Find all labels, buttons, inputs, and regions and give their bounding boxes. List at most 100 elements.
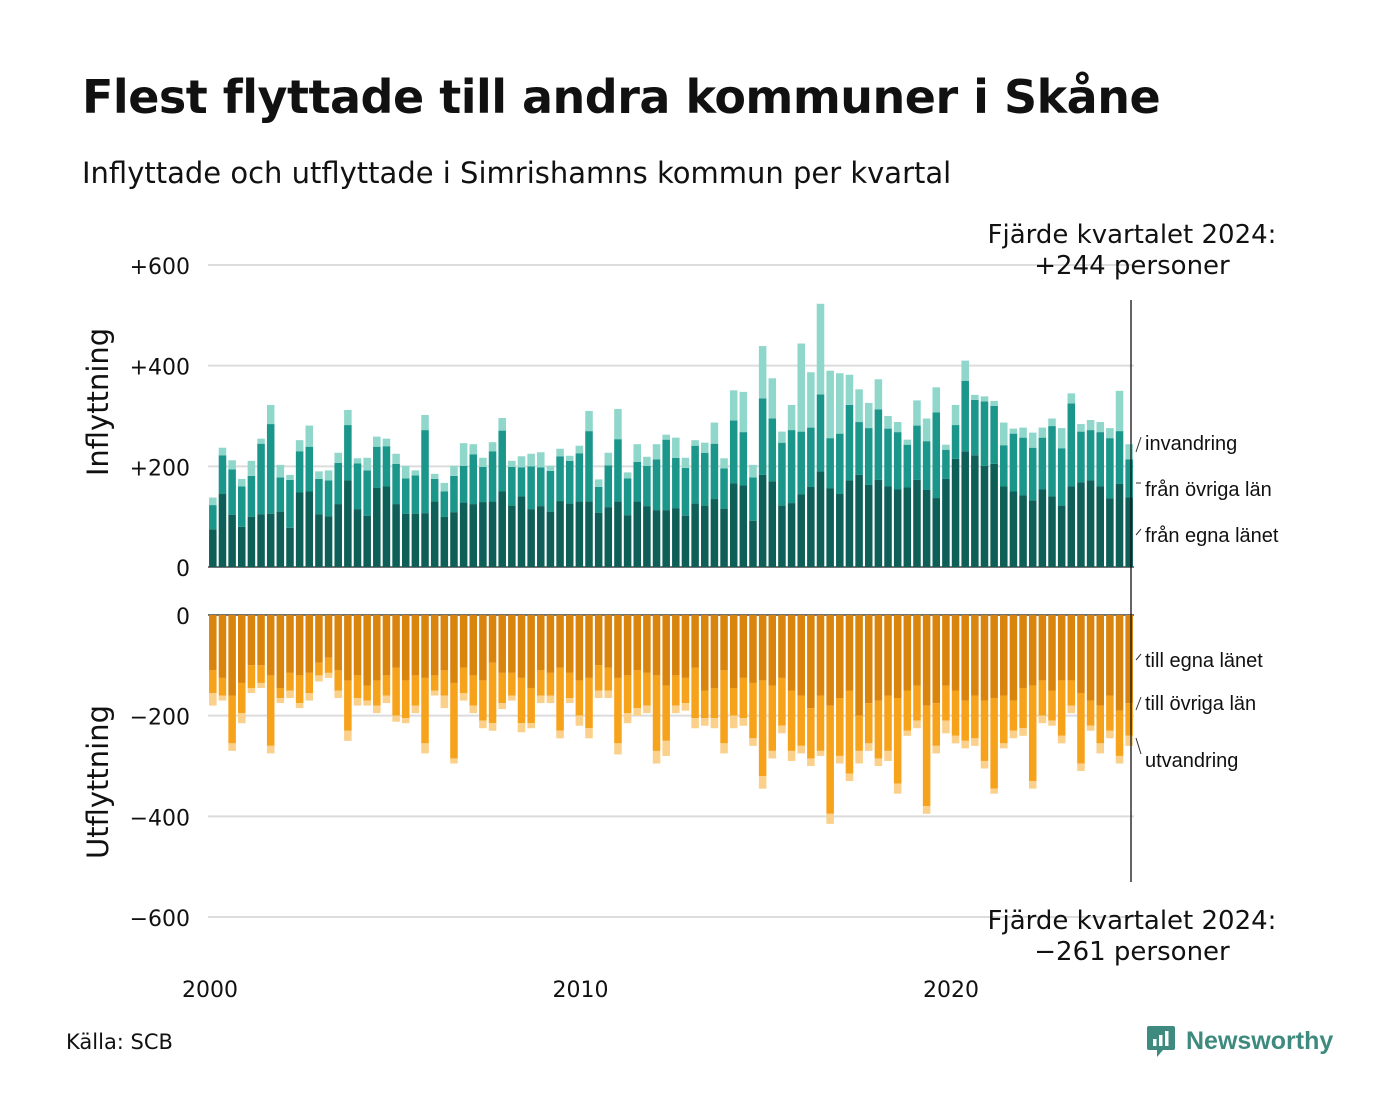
bar-in-0 [807,486,815,567]
series-label-in: från egna länet [1145,525,1279,547]
bar-out-1 [652,675,661,751]
bar-out-0 [1067,615,1076,681]
bar-in-2 [604,452,613,466]
bar-in-2 [1009,428,1018,434]
bar-in-0 [537,506,545,567]
bar-out-1 [228,695,236,744]
bar-in-0 [903,487,912,567]
bar-in-0 [459,502,468,567]
bar-in-0 [517,496,526,567]
bar-in-2 [517,456,526,468]
bar-out-1 [932,703,941,746]
bar-out-1 [643,672,651,706]
bar-out-0 [209,615,217,671]
bar-in-2 [942,444,950,450]
bar-out-0 [826,615,834,706]
bar-in-0 [700,505,709,567]
bar-in-1 [913,425,921,480]
bar-out-2 [739,718,748,726]
bar-in-1 [286,479,294,528]
bar-out-0 [942,615,950,686]
bar-in-1 [922,441,931,490]
bar-in-0 [266,513,275,567]
bar-out-1 [556,667,564,731]
bar-out-0 [700,615,709,691]
bar-out-2 [1077,763,1085,772]
bar-out-1 [257,665,265,683]
bar-in-0 [951,458,960,567]
bar-in-0 [1115,483,1124,567]
bar-in-1 [585,431,593,502]
bar-in-2 [1086,420,1095,431]
bar-out-0 [961,615,969,701]
bar-out-1 [344,680,352,731]
bar-in-1 [1019,437,1027,496]
y-axis-title-out: Utflyttning [81,705,115,859]
bar-in-1 [903,444,912,488]
bar-out-2 [604,690,613,699]
bar-in-2 [334,452,342,463]
bar-in-2 [700,442,709,453]
bar-in-0 [411,513,420,567]
bar-out-1 [778,677,786,726]
bar-in-0 [1028,500,1037,567]
bar-in-1 [633,461,642,502]
bar-out-0 [1106,615,1114,696]
bar-out-0 [951,615,960,691]
bar-out-1 [1106,695,1114,731]
bar-in-1 [344,425,352,481]
bar-in-0 [228,514,236,567]
bar-in-2 [392,453,400,464]
bar-in-0 [479,502,487,567]
bar-in-1 [816,394,825,472]
series-label-tick-in [1135,436,1142,453]
bar-out-2 [392,715,400,722]
bar-in-2 [257,438,265,444]
bar-in-1 [334,462,342,505]
bar-out-2 [1028,781,1037,789]
annotation-out-line1: Fjärde kvartalet 2024: [988,906,1277,936]
bar-out-2 [729,715,738,729]
bar-in-0 [334,504,342,567]
bar-in-1 [488,451,497,502]
bar-in-1 [961,380,969,452]
bar-in-2 [903,439,912,445]
bar-in-1 [257,443,265,515]
bar-in-1 [228,469,236,515]
bar-in-0 [787,503,796,567]
bar-out-2 [971,738,979,746]
bar-in-0 [816,471,825,567]
bar-out-1 [469,675,478,706]
bar-in-0 [778,505,786,567]
bar-in-2 [855,389,863,423]
bar-out-1 [1028,685,1037,782]
bar-out-0 [797,615,805,696]
bar-out-1 [922,705,931,807]
bar-out-2 [778,725,786,734]
bar-out-2 [681,703,690,711]
bar-out-0 [392,615,400,668]
bar-out-1 [527,687,535,724]
bar-out-1 [565,672,574,699]
bar-in-0 [739,485,748,567]
y-tick-label-out: −400 [130,806,190,831]
bar-out-2 [517,723,526,733]
bar-in-2 [768,378,777,419]
bar-in-1 [1125,459,1133,498]
bar-in-1 [392,463,400,505]
y-tick-label-in: +400 [130,356,190,381]
bar-out-2 [691,718,699,729]
bar-out-0 [228,615,236,696]
bar-in-2 [1057,428,1066,449]
bar-out-1 [604,667,613,691]
annotation-in-line1: Fjärde kvartalet 2024: [988,220,1277,250]
bar-in-1 [643,465,651,507]
x-tick-label: 2010 [553,978,609,1003]
bar-out-2 [508,695,516,701]
bar-out-2 [652,750,661,764]
bar-in-1 [1009,433,1018,492]
bar-out-2 [209,693,217,706]
bar-out-2 [826,813,834,824]
bar-out-2 [1019,728,1027,736]
bar-out-1 [1096,705,1105,744]
